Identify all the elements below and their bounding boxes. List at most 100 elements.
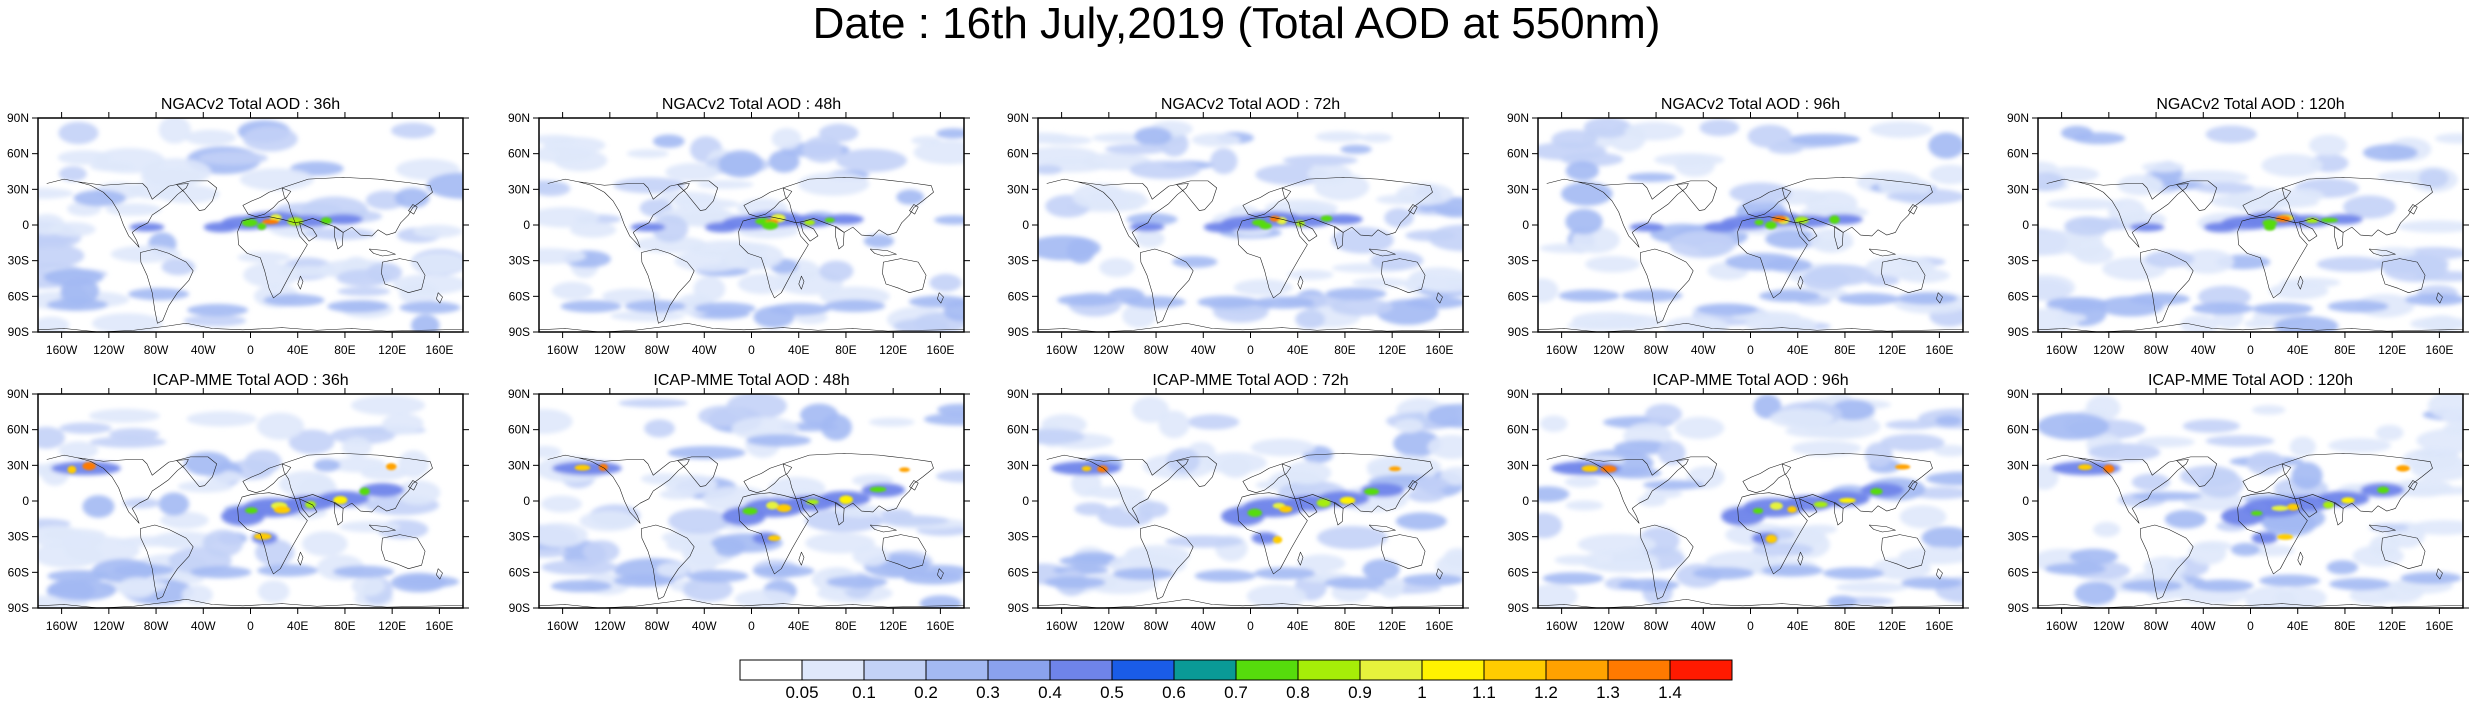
longitude-label: 160W	[1046, 619, 1078, 633]
latitude-label: 90N	[508, 387, 530, 401]
longitude-label: 40E	[788, 619, 809, 633]
latitude-label: 60S	[1508, 565, 1529, 579]
latitude-label: 30N	[1507, 458, 1529, 472]
longitude-label: 160E	[926, 343, 954, 357]
colorbar-label: 0.4	[1038, 683, 1062, 701]
coastlines	[38, 453, 463, 608]
longitude-label: 40E	[788, 343, 809, 357]
colorbar: 0.05 0.1 0.2 0.3 0.4 0.5 0.6 0.7 0.8 0.9 1 1.1 1.2 1.…	[739, 659, 1733, 701]
map-background	[1538, 118, 1963, 332]
longitude-label: 0	[1747, 619, 1754, 633]
coastlines	[539, 177, 964, 332]
latitude-label: 90N	[2007, 111, 2029, 125]
longitude-label: 80W	[144, 619, 169, 633]
latitude-label: 30S	[1508, 254, 1529, 268]
colorbar-label: 0.05	[785, 683, 818, 701]
longitude-label: 40E	[1787, 619, 1808, 633]
colorbar-swatch	[1483, 659, 1547, 681]
longitude-label: 160E	[1925, 343, 1953, 357]
colorbar-swatch	[925, 659, 989, 681]
longitude-label: 0	[748, 619, 755, 633]
longitude-label: 80E	[835, 619, 856, 633]
latitude-label: 60S	[2008, 289, 2029, 303]
aod-field	[2038, 125, 2463, 332]
latitude-label: 0	[523, 494, 530, 508]
longitude-label: 120E	[2378, 343, 2406, 357]
longitude-label: 120E	[378, 343, 406, 357]
latitude-label: 0	[22, 218, 29, 232]
colorbar-label: 0.5	[1100, 683, 1124, 701]
longitude-label: 120W	[1593, 343, 1625, 357]
map-panel: NGACv2 Total AOD : 72h 90N 60N 30N 0 30S 60S 90…	[1007, 96, 1469, 357]
latitude-label: 30N	[2007, 182, 2029, 196]
map-background	[539, 394, 964, 608]
longitude-label: 160W	[46, 343, 78, 357]
panel-title: NGACv2 Total AOD : 120h	[2156, 96, 2344, 113]
coastlines	[539, 453, 964, 608]
longitude-label: 120W	[594, 619, 626, 633]
longitude-label: 40W	[2191, 343, 2216, 357]
map-panel: ICAP-MME Total AOD : 120h 90N 60N 30N 0 30S 60…	[2007, 372, 2469, 633]
longitude-label: 80E	[1834, 619, 1855, 633]
latitude-label: 0	[22, 494, 29, 508]
colorbar-label: 1.3	[1596, 683, 1620, 701]
latitude-label: 0	[523, 218, 530, 232]
latitude-label: 60S	[1008, 565, 1029, 579]
panel-title: ICAP-MME Total AOD : 36h	[152, 372, 348, 389]
longitude-label: 80W	[2144, 343, 2169, 357]
aod-hotspots	[2078, 464, 2410, 540]
aod-hotspots	[1754, 215, 1840, 230]
colorbar-swatch	[1111, 659, 1175, 681]
latitude-label: 60S	[509, 565, 530, 579]
colorbar-label: 0.7	[1224, 683, 1248, 701]
longitude-label: 120E	[2378, 619, 2406, 633]
latitude-label: 30N	[7, 182, 29, 196]
coastlines	[1538, 177, 1963, 332]
longitude-label: 80E	[1334, 619, 1355, 633]
colorbar-label: 0.9	[1348, 683, 1372, 701]
coastlines	[1538, 453, 1963, 608]
colorbar-swatch	[1049, 659, 1113, 681]
latitude-label: 30S	[509, 530, 530, 544]
map-background	[1038, 118, 1463, 332]
aod-field	[1038, 120, 1463, 329]
longitude-label: 0	[1247, 619, 1254, 633]
longitude-label: 80W	[645, 619, 670, 633]
colorbar-swatch	[1235, 659, 1299, 681]
longitude-label: 160E	[2425, 343, 2453, 357]
latitude-label: 30N	[2007, 458, 2029, 472]
coastlines	[38, 177, 463, 332]
longitude-label: 80W	[1644, 343, 1669, 357]
longitude-label: 0	[247, 343, 254, 357]
latitude-label: 60S	[1008, 289, 1029, 303]
latitude-label: 60N	[1507, 147, 1529, 161]
panel-title: ICAP-MME Total AOD : 48h	[653, 372, 849, 389]
longitude-label: 80W	[144, 343, 169, 357]
latitude-label: 30S	[2008, 530, 2029, 544]
latitude-label: 90S	[8, 325, 29, 339]
map-frame	[2037, 117, 2464, 333]
longitude-label: 160W	[1546, 619, 1578, 633]
longitude-label: 80E	[334, 343, 355, 357]
latitude-label: 30N	[7, 458, 29, 472]
aod-field	[1538, 118, 1963, 332]
longitude-label: 120E	[1878, 619, 1906, 633]
colorbar-swatch	[739, 659, 803, 681]
longitude-label: 120W	[1093, 619, 1125, 633]
longitude-label: 40E	[2287, 619, 2308, 633]
longitude-label: 40E	[287, 619, 308, 633]
longitude-label: 40W	[1191, 619, 1216, 633]
latitude-label: 90S	[509, 601, 530, 615]
longitude-label: 120W	[1593, 619, 1625, 633]
latitude-label: 30N	[508, 458, 530, 472]
colorbar-swatch	[1297, 659, 1361, 681]
longitude-label: 120E	[1878, 343, 1906, 357]
colorbar-label: 1.4	[1658, 683, 1682, 701]
map-background	[539, 118, 964, 332]
longitude-label: 160W	[46, 619, 78, 633]
longitude-label: 160E	[1425, 343, 1453, 357]
colorbar-swatch	[801, 659, 865, 681]
latitude-label: 30S	[509, 254, 530, 268]
map-panel: ICAP-MME Total AOD : 36h 90N 60N 30N 0 30S 60S…	[7, 372, 469, 633]
